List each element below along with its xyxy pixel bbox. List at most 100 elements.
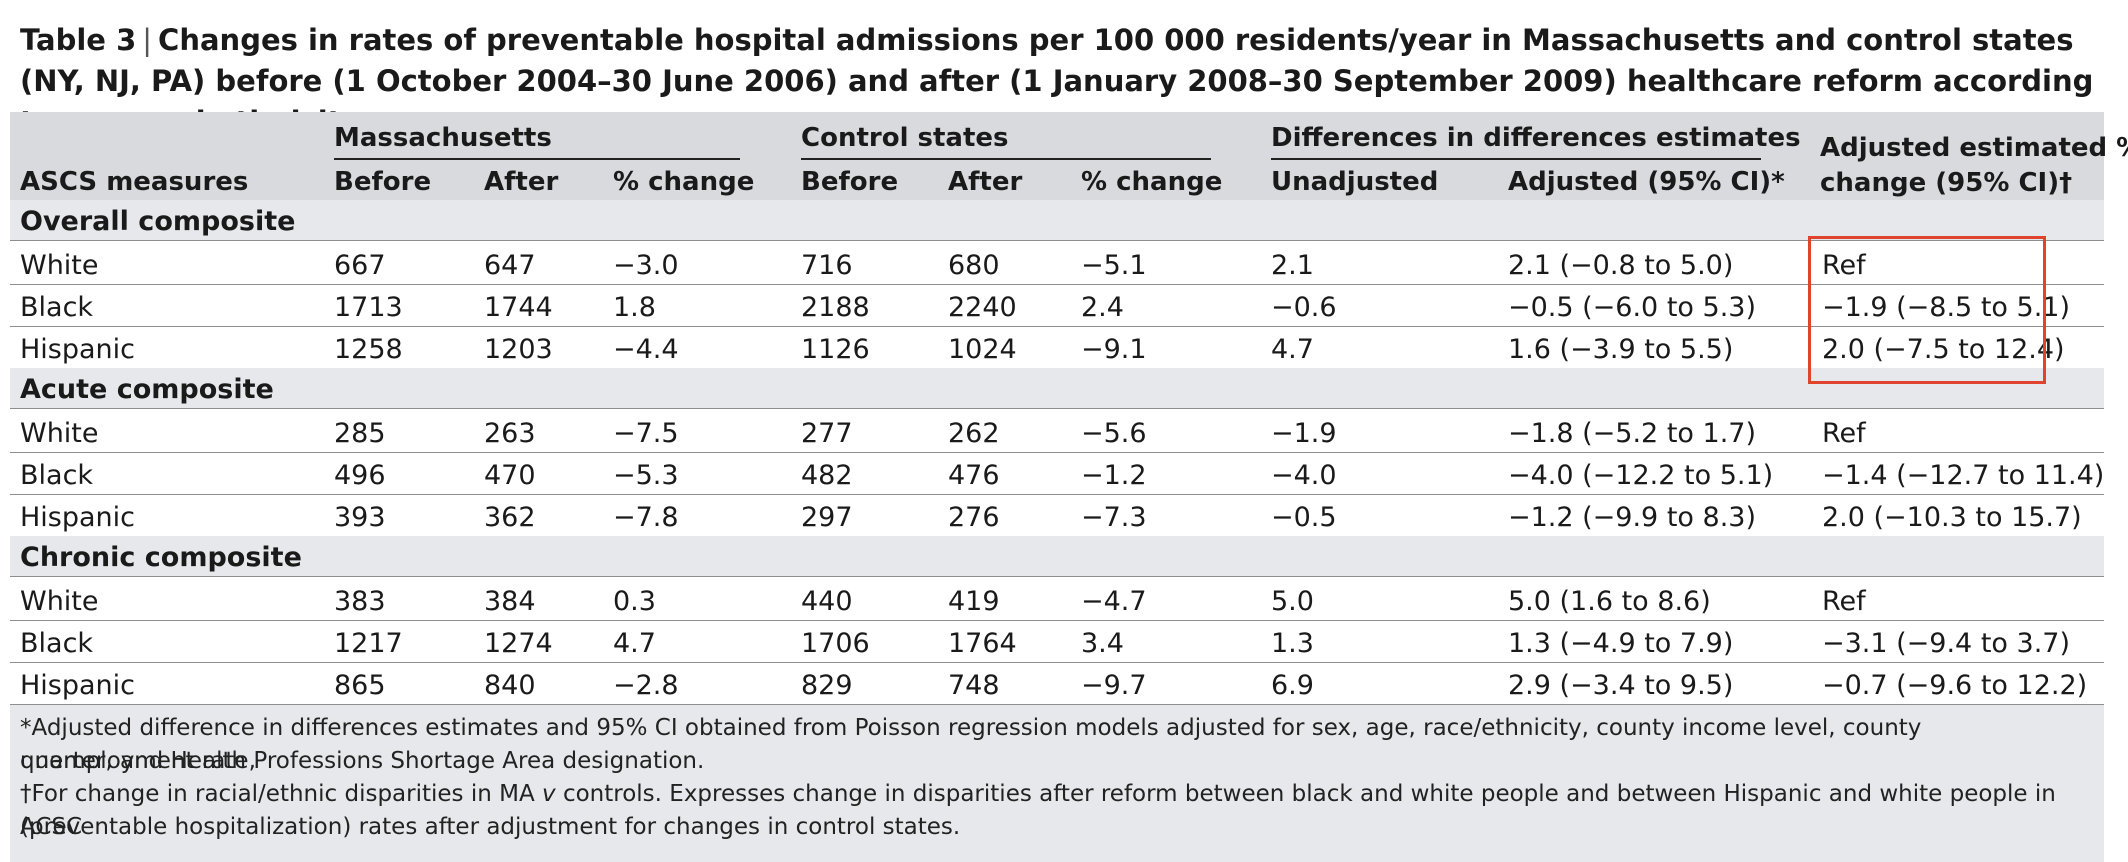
cs-after-value: 748: [948, 670, 1000, 701]
section-band-overall: [10, 200, 2104, 240]
cs-before-value: 1706: [801, 628, 870, 659]
ma-after-value: 1744: [484, 292, 553, 323]
cs-before-value: 440: [801, 586, 853, 617]
header-ma-after: After: [484, 167, 559, 197]
ma-change-value: −7.5: [613, 418, 679, 449]
header-unadjusted: Unadjusted: [1271, 167, 1439, 197]
header-cs-before: Before: [801, 167, 899, 197]
rule-control-states: [801, 158, 1211, 160]
adjusted-ci-value: −4.0 (−12.2 to 5.1): [1508, 460, 1774, 491]
row-divider: [10, 576, 2104, 577]
row-label: Black: [20, 628, 94, 659]
footnote-adjusted-line2: quarter, and Health Professions Shortage…: [20, 748, 705, 774]
row-label: White: [20, 586, 99, 617]
ma-after-value: 470: [484, 460, 536, 491]
ma-before-value: 1258: [334, 334, 403, 365]
title-separator: |: [142, 23, 153, 57]
ma-after-value: 263: [484, 418, 536, 449]
ma-after-value: 1274: [484, 628, 553, 659]
header-ma-before: Before: [334, 167, 432, 197]
adjusted-ci-value: 5.0 (1.6 to 8.6): [1508, 586, 1711, 617]
ma-before-value: 1217: [334, 628, 403, 659]
rule-massachusetts: [334, 158, 740, 160]
footnote-dagger-versus: v: [542, 781, 556, 807]
cs-change-value: −7.3: [1081, 502, 1147, 533]
row-divider: [10, 494, 2104, 495]
footnote-dagger-text-a: †For change in racial/ethnic disparities…: [20, 781, 543, 807]
row-divider: [10, 284, 2104, 285]
header-ma-change: % change: [613, 167, 755, 197]
cs-after-value: 2240: [948, 292, 1017, 323]
cs-change-value: −9.1: [1081, 334, 1147, 365]
adjusted-ci-value: −0.5 (−6.0 to 5.3): [1508, 292, 1756, 323]
section-overall-composite: Overall composite: [20, 206, 296, 237]
unadjusted-value: 1.3: [1271, 628, 1314, 659]
adjusted-ci-value: −1.8 (−5.2 to 1.7): [1508, 418, 1756, 449]
cs-change-value: −9.7: [1081, 670, 1147, 701]
adjusted-pct-value: −1.4 (−12.7 to 11.4): [1822, 460, 2105, 491]
cs-before-value: 716: [801, 250, 853, 281]
unadjusted-value: −0.6: [1271, 292, 1337, 323]
ma-change-value: 4.7: [613, 628, 656, 659]
ma-before-value: 285: [334, 418, 386, 449]
cs-before-value: 482: [801, 460, 853, 491]
rule-did-estimates: [1271, 158, 1761, 160]
row-label: Hispanic: [20, 502, 136, 533]
adjusted-ci-value: 2.9 (−3.4 to 9.5): [1508, 670, 1734, 701]
cs-before-value: 829: [801, 670, 853, 701]
adjusted-ci-value: 2.1 (−0.8 to 5.0): [1508, 250, 1734, 281]
row-label: White: [20, 250, 99, 281]
ma-before-value: 667: [334, 250, 386, 281]
cs-before-value: 2188: [801, 292, 870, 323]
footnote-dagger-line2: (preventable hospitalization) rates afte…: [20, 814, 961, 840]
row-label: Black: [20, 292, 94, 323]
cs-change-value: 2.4: [1081, 292, 1124, 323]
ma-after-value: 384: [484, 586, 536, 617]
adjusted-pct-value: −0.7 (−9.6 to 12.2): [1822, 670, 2088, 701]
adjusted-pct-value: 2.0 (−10.3 to 15.7): [1822, 502, 2082, 533]
header-adjusted-ci: Adjusted (95% CI)*: [1508, 167, 1785, 197]
section-band-acute: [10, 368, 2104, 408]
row-divider: [10, 662, 2104, 663]
cs-after-value: 1024: [948, 334, 1017, 365]
unadjusted-value: −1.9: [1271, 418, 1337, 449]
ma-before-value: 383: [334, 586, 386, 617]
ma-change-value: 1.8: [613, 292, 656, 323]
cs-before-value: 1126: [801, 334, 870, 365]
row-divider: [10, 452, 2104, 453]
footnote-dagger-line1: †For change in racial/ethnic disparities…: [20, 778, 2090, 844]
footnote-adjusted-line1: *Adjusted difference in differences esti…: [20, 715, 1922, 774]
ma-change-value: −2.8: [613, 670, 679, 701]
header-band: [10, 112, 2104, 200]
unadjusted-value: −4.0: [1271, 460, 1337, 491]
unadjusted-value: −0.5: [1271, 502, 1337, 533]
ma-change-value: −7.8: [613, 502, 679, 533]
ma-before-value: 1713: [334, 292, 403, 323]
cs-before-value: 277: [801, 418, 853, 449]
cs-after-value: 262: [948, 418, 1000, 449]
table-label: Table 3: [20, 23, 137, 57]
section-band-chronic: [10, 536, 2104, 576]
ma-after-value: 647: [484, 250, 536, 281]
ma-before-value: 496: [334, 460, 386, 491]
header-ascs-measures: ASCS measures: [20, 167, 249, 197]
adjusted-pct-value: Ref: [1822, 418, 1866, 449]
cs-after-value: 276: [948, 502, 1000, 533]
row-label: Hispanic: [20, 334, 136, 365]
row-divider: [10, 240, 2104, 241]
cs-after-value: 1764: [948, 628, 1017, 659]
cs-change-value: −5.1: [1081, 250, 1147, 281]
unadjusted-value: 4.7: [1271, 334, 1314, 365]
highlight-box: [1808, 236, 2046, 384]
adjusted-pct-value: Ref: [1822, 586, 1866, 617]
adjusted-pct-value: Ref: [1822, 250, 1866, 281]
adjusted-ci-value: −1.2 (−9.9 to 8.3): [1508, 502, 1756, 533]
header-cs-after: After: [948, 167, 1023, 197]
footnote-dagger-text-c: controls. Expresses change in disparitie…: [20, 781, 2056, 840]
header-cs-change: % change: [1081, 167, 1223, 197]
ma-after-value: 840: [484, 670, 536, 701]
unadjusted-value: 5.0: [1271, 586, 1314, 617]
cs-change-value: 3.4: [1081, 628, 1124, 659]
cs-after-value: 680: [948, 250, 1000, 281]
adjusted-pct-value: −1.9 (−8.5 to 5.1): [1822, 292, 2070, 323]
